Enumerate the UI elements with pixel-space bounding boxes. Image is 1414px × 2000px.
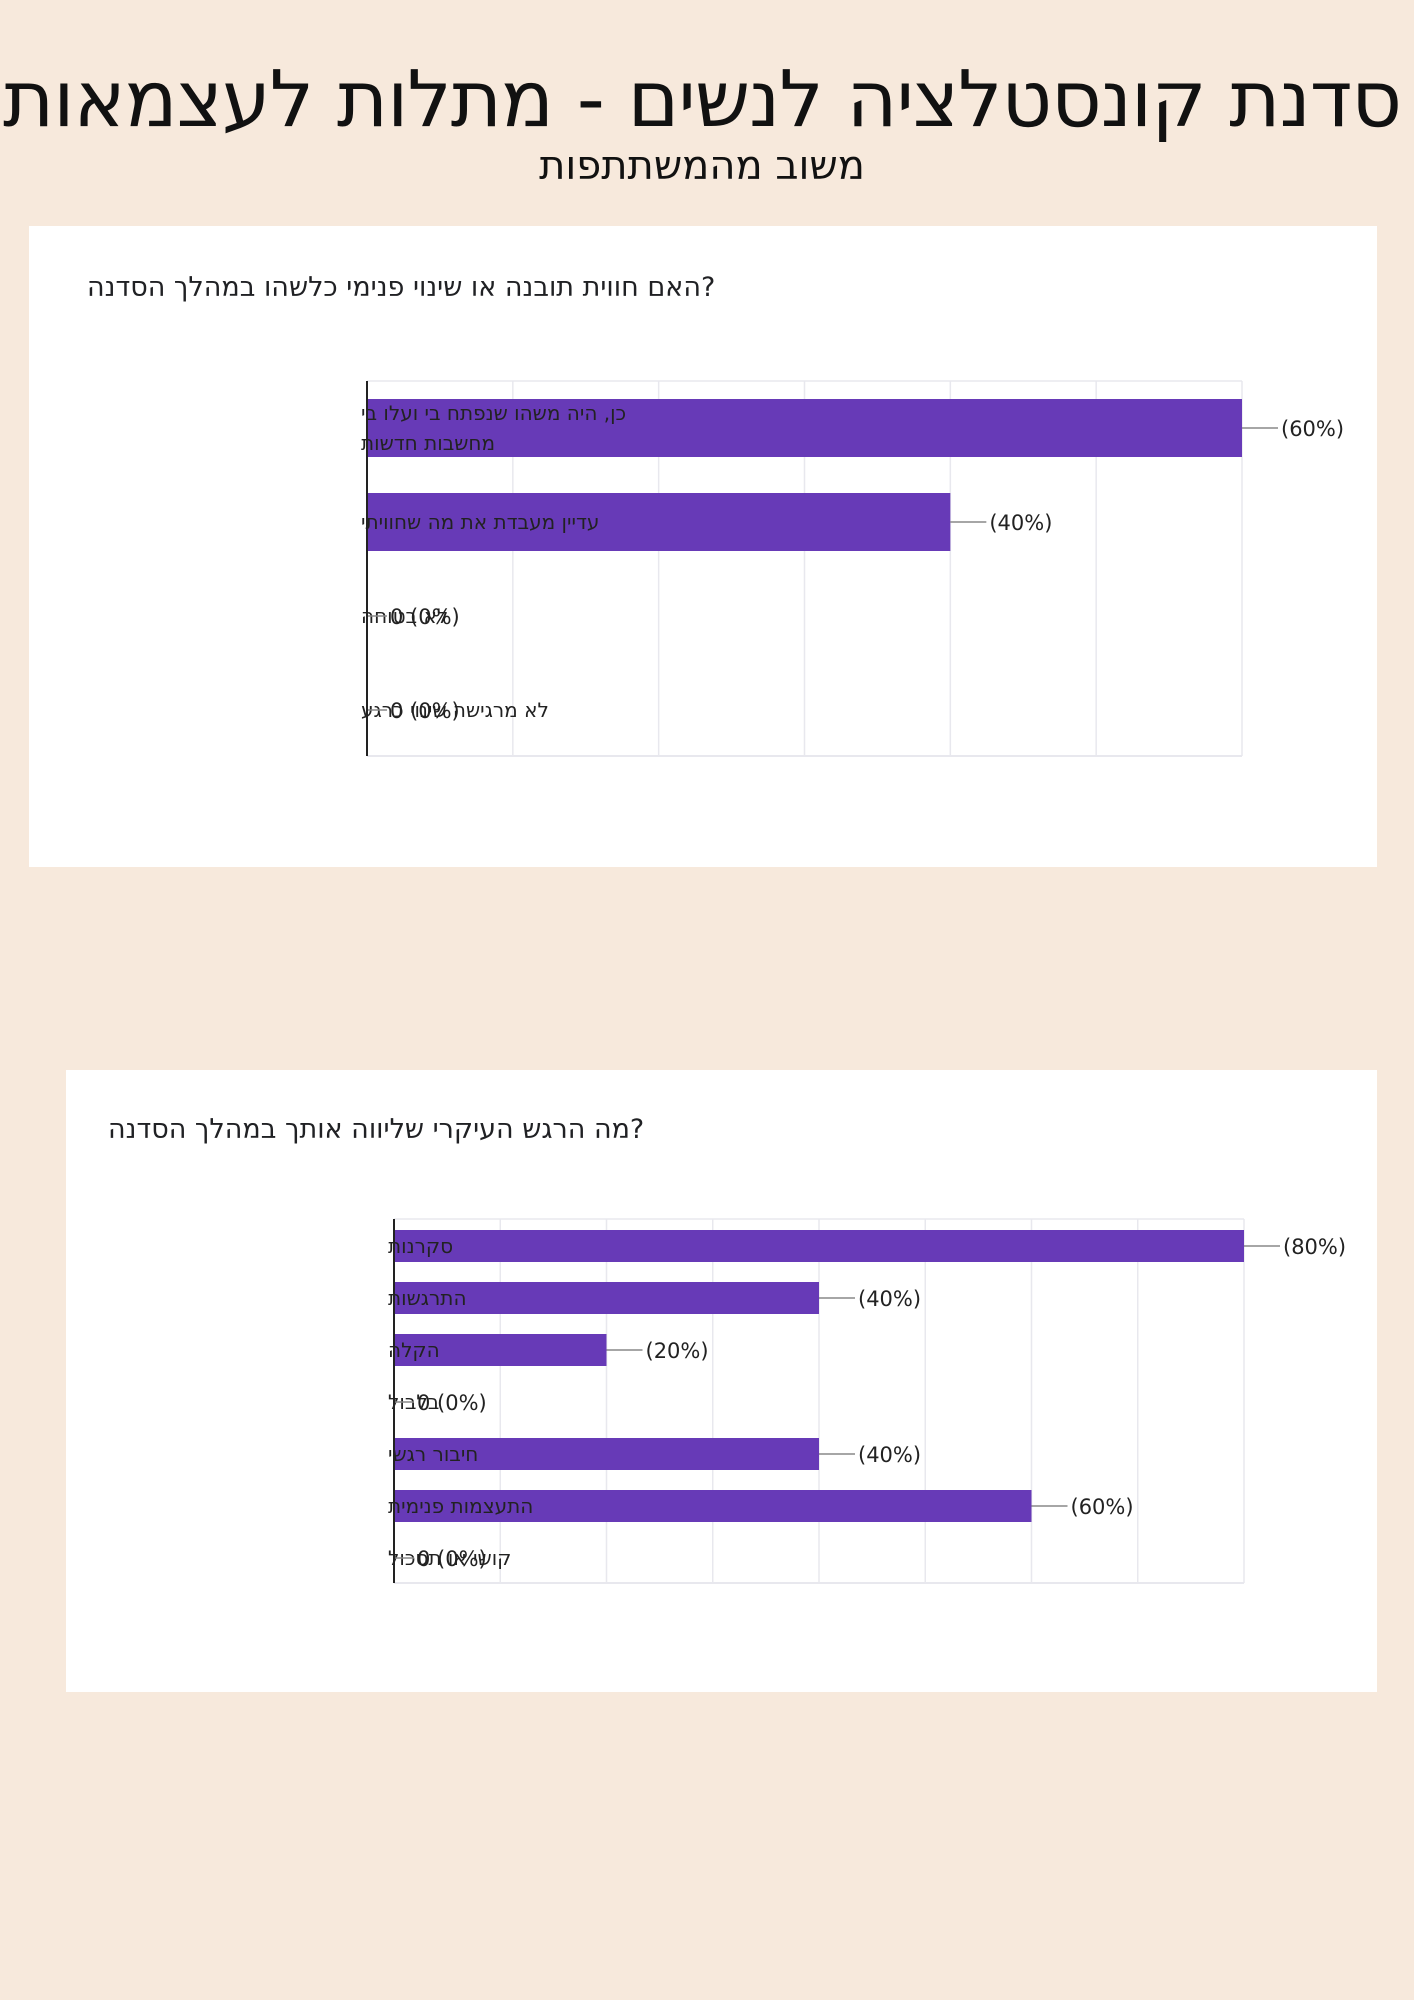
data-label: 0 (0%) [390, 605, 460, 629]
data-label: (40%) [858, 1443, 921, 1467]
bar [394, 1490, 1032, 1522]
category-label: כן, היה משהו שנפתח בי ועלו בי [361, 401, 626, 425]
category-label: חיבור רגשי [388, 1442, 478, 1466]
category-label: התעצמות פנימית [388, 1494, 533, 1518]
category-label: מחשבות חדשות [361, 431, 495, 455]
data-label: (40%) [989, 511, 1052, 535]
data-label: (60%) [1071, 1495, 1134, 1519]
chart-card-insight: ?האם חווית תובנה או שינוי פנימי כלשהו במ… [29, 226, 1377, 867]
bar [367, 399, 1242, 457]
bar [394, 1438, 819, 1470]
chart-insight: כן, היה משהו שנפתח בי ועלו בי מחשבות חדשו… [361, 380, 1344, 757]
chart-title: ?האם חווית תובנה או שינוי פנימי כלשהו במ… [87, 272, 716, 303]
data-label: 0 (0%) [417, 1547, 487, 1571]
bar [394, 1334, 607, 1366]
page-subtitle: משוב מהמשתתפות [539, 143, 865, 189]
data-label: (80%) [1283, 1235, 1346, 1259]
bar [367, 493, 951, 551]
category-label: עדיין מעבדת את מה שחוויתי [361, 510, 599, 534]
data-label: (20%) [646, 1339, 709, 1363]
data-label: 0 (0%) [390, 699, 460, 723]
data-label: 0 (0%) [417, 1391, 487, 1415]
data-label: (40%) [858, 1287, 921, 1311]
chart-title: ?מה הרגש העיקרי שליווה אותך במהלך הסדנה [108, 1114, 645, 1145]
data-label: (60%) [1281, 417, 1344, 441]
category-label: הקלה [388, 1338, 440, 1362]
chart-card-emotion: ?מה הרגש העיקרי שליווה אותך במהלך הסדנה … [66, 1070, 1377, 1692]
category-label: לא מרגישה שינוי כרגע [361, 698, 549, 722]
category-label: סקרנות [388, 1234, 453, 1258]
category-label: התרגשות [388, 1286, 467, 1310]
page-title: סדנת קונסטלציה לנשים - מתלות לעצמאות [2, 55, 1402, 145]
bar [394, 1282, 819, 1314]
bar [394, 1230, 1244, 1262]
